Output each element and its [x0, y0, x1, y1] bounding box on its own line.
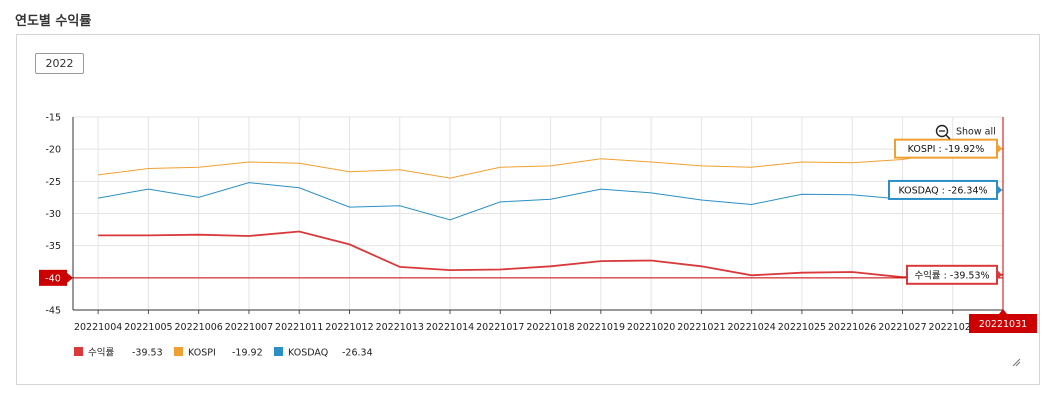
x-tick-label: 20221012 [325, 322, 373, 333]
series-line-return [98, 230, 1004, 279]
legend-name: KOSDAQ [288, 348, 328, 359]
x-tick-label: 20221028 [929, 322, 977, 333]
x-tick-label: 20221021 [677, 322, 725, 333]
zoom-out-icon [935, 124, 949, 138]
tooltip-arrow [997, 143, 1002, 154]
x-tick-label: 20221020 [627, 322, 675, 333]
y-axis: -15 -20 -25 -30 -35 -40 -45 [45, 113, 74, 317]
x-tick-label: 20221024 [727, 322, 775, 333]
legend-item-kospi: KOSPI -19.92 [174, 347, 263, 359]
x-tick-label: 20221017 [476, 322, 524, 333]
legend-swatch [274, 347, 283, 356]
x-axis: 20221004 20221005 20221006 20221007 20221011… [73, 309, 1027, 333]
resize-handle-icon[interactable] [1011, 357, 1021, 367]
legend-swatch [74, 347, 83, 356]
y-tick-label: -35 [45, 241, 61, 252]
crosshair-x-label: 20221031 [979, 319, 1027, 330]
y-tick-label: -30 [45, 209, 61, 220]
legend-name: 수익률 [88, 347, 114, 359]
crosshair-y-arrow [67, 272, 73, 283]
crosshair-x-badge [969, 314, 1037, 333]
x-tick-label: 20221014 [426, 322, 474, 333]
x-tick-label: 20221018 [526, 322, 574, 333]
legend-item-return: 수익률 -39.53 [74, 347, 163, 359]
x-tick-label: 20221019 [577, 322, 625, 333]
tooltip-return: 수익률 : -39.53% [906, 264, 1002, 285]
x-tick-label: 20221004 [74, 322, 122, 333]
legend: 수익률 -39.53 KOSPI -19.92 KOSDAQ -26.34 [74, 347, 373, 359]
crosshair: -40 20221031 [39, 117, 1037, 333]
crosshair-y-badge [39, 269, 67, 286]
legend-item-kosdaq: KOSDAQ -26.34 [274, 347, 373, 359]
y-tick-label: -15 [45, 113, 61, 124]
x-tick-label: 20221027 [878, 322, 926, 333]
zoom-out-handle [945, 134, 951, 140]
show-all-button[interactable]: Show all [935, 124, 996, 140]
tooltips: 수익률 : -39.53% KOSPI : -19.92% KOSDAQ : -26… [888, 138, 1002, 285]
tooltip-arrow [997, 269, 1002, 280]
x-tick-label: 20221026 [828, 322, 876, 333]
series-line-kosdaq [98, 182, 1004, 221]
crosshair-y-label: -40 [45, 273, 61, 284]
x-tick-label: 20221007 [225, 322, 273, 333]
series-lines [98, 148, 1004, 279]
legend-swatch [174, 347, 183, 356]
chart-panel [16, 34, 1040, 385]
tooltip-kosdaq: KOSDAQ : -26.34% [888, 179, 1002, 200]
tooltip-arrow [997, 184, 1002, 195]
legend-value: -26.34 [342, 348, 373, 359]
crosshair-x-arrow [999, 309, 1007, 314]
show-all-label: Show all [956, 127, 996, 138]
x-tick-label: 20221006 [174, 322, 222, 333]
page-title: 연도별 수익률 [15, 14, 92, 29]
series-line-kospi [98, 148, 1004, 179]
x-tick-label: 20221005 [124, 322, 172, 333]
grid [73, 116, 1004, 311]
y-tick-label: -20 [45, 145, 61, 156]
x-tick-label: 20221013 [376, 322, 424, 333]
tooltip-text: KOSDAQ : -26.34% [898, 185, 987, 196]
legend-name: KOSPI [188, 348, 216, 359]
x-tick-label: 20221011 [275, 322, 323, 333]
tooltip-text: 수익률 : -39.53% [914, 269, 989, 281]
y-tick-label: -45 [45, 306, 61, 317]
tooltip-text: KOSPI : -19.92% [908, 144, 985, 155]
y-tick-label: -25 [45, 177, 61, 188]
legend-value: -39.53 [132, 348, 163, 359]
legend-value: -19.92 [232, 348, 263, 359]
tooltip-kospi: KOSPI : -19.92% [894, 138, 1002, 159]
x-tick-label: 20221025 [778, 322, 826, 333]
year-select-button[interactable]: 2022 [35, 53, 84, 74]
